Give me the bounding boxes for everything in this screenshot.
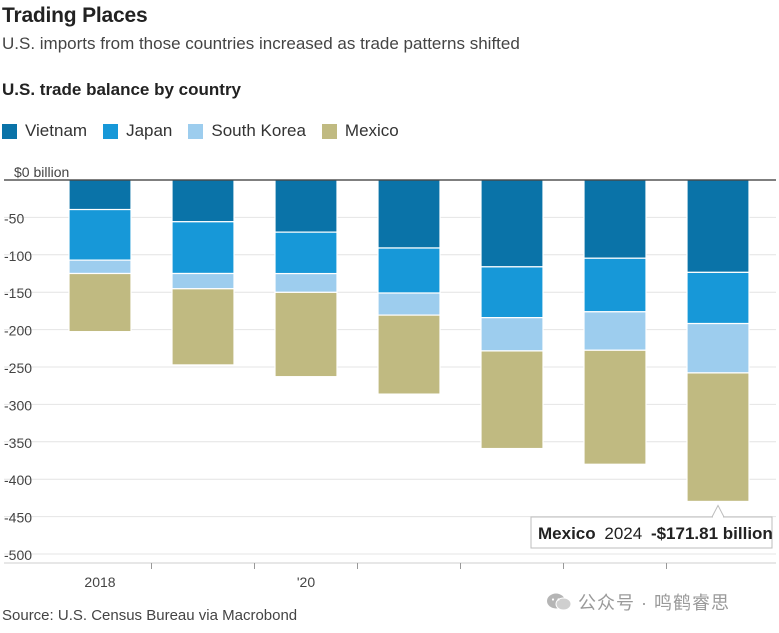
x-tick-label: '20 <box>297 574 315 590</box>
axes: $0 billion -50 -100 -150 -200 -250 -300 -350 -40… <box>4 164 776 590</box>
bar-vietnam-2023[interactable] <box>583 179 647 259</box>
bar-japan-2022[interactable] <box>480 266 544 319</box>
bar-south-korea-2020[interactable] <box>274 272 338 293</box>
legend-swatch-mexico <box>321 123 337 139</box>
bar-vietnam-2022[interactable] <box>480 179 544 268</box>
y-tick-label: -150 <box>4 285 32 301</box>
bar-south-korea-2023[interactable] <box>583 311 647 351</box>
bar-south-korea-2024[interactable] <box>686 322 750 374</box>
chart-heading: U.S. trade balance by country <box>2 80 242 99</box>
bar-mexico-2021[interactable] <box>377 314 441 395</box>
tooltip-pointer <box>711 504 725 518</box>
y-tick-label: -450 <box>4 510 32 526</box>
legend-label-mexico: Mexico <box>344 121 399 140</box>
legend-item-south-korea[interactable]: South Korea <box>188 121 306 141</box>
y-tick-label: -250 <box>4 360 32 376</box>
bar-vietnam-2019[interactable] <box>171 179 235 223</box>
legend-label-vietnam: Vietnam <box>25 121 88 140</box>
y-tick-label: -350 <box>4 435 32 451</box>
y-tick-label: -300 <box>4 397 32 413</box>
legend-swatch-vietnam <box>2 123 17 139</box>
bar-vietnam-2024[interactable] <box>686 179 750 273</box>
bar-mexico-2022[interactable] <box>480 350 544 450</box>
legend-item-mexico[interactable]: Mexico <box>321 121 399 141</box>
legend-label-japan: Japan <box>126 121 173 140</box>
bar-mexico-2018[interactable] <box>68 272 132 333</box>
tooltip-series: Mexico <box>538 524 596 543</box>
y-tick-label: -100 <box>4 248 32 264</box>
legend-swatch-japan <box>103 123 119 139</box>
bar-mexico-2019[interactable] <box>171 288 235 366</box>
bar-japan-2024[interactable] <box>686 271 750 325</box>
y-tick-label: $0 billion <box>14 164 69 180</box>
tooltip: Mexico 2024 -$171.81 billion <box>530 504 773 549</box>
y-tick-label: -200 <box>4 323 32 339</box>
watermark-text: 公众号 · 鸣鹤睿思 <box>578 593 730 613</box>
chart-subtitle: U.S. imports from those countries increa… <box>2 34 520 53</box>
legend-label-south-korea: South Korea <box>211 121 306 140</box>
wechat-icon <box>547 593 572 611</box>
legend: Vietnam Japan South Korea Mexico <box>2 121 415 141</box>
bar-japan-2023[interactable] <box>583 257 647 313</box>
legend-item-japan[interactable]: Japan <box>103 121 172 141</box>
bar-vietnam-2020[interactable] <box>274 179 338 233</box>
tooltip-year: 2024 <box>604 524 642 543</box>
tooltip-text: Mexico 2024 -$171.81 billion <box>538 524 773 543</box>
bar-japan-2019[interactable] <box>171 221 235 275</box>
watermark: 公众号 · 鸣鹤睿思 <box>546 589 730 615</box>
chart-title: Trading Places <box>2 4 148 27</box>
bar-south-korea-2018[interactable] <box>68 259 132 275</box>
y-tick-label: -500 <box>4 547 32 563</box>
legend-item-vietnam[interactable]: Vietnam <box>2 121 87 141</box>
bar-mexico-2024[interactable] <box>686 372 750 503</box>
bar-mexico-2023[interactable] <box>583 349 647 465</box>
bars <box>68 179 750 503</box>
x-tick-label: 2018 <box>84 574 115 590</box>
bar-mexico-2020[interactable] <box>274 291 338 378</box>
bar-south-korea-2021[interactable] <box>377 292 441 316</box>
bar-japan-2021[interactable] <box>377 247 441 294</box>
tooltip-value: -$171.81 billion <box>651 524 773 543</box>
bar-japan-2020[interactable] <box>274 231 338 275</box>
bar-south-korea-2019[interactable] <box>171 272 235 290</box>
source-note: Source: U.S. Census Bureau via Macrobond <box>2 607 298 624</box>
y-tick-label: -50 <box>4 210 24 226</box>
tooltip-box <box>530 516 773 549</box>
legend-swatch-south-korea <box>188 123 204 139</box>
bar-japan-2018[interactable] <box>68 208 132 261</box>
bar-south-korea-2022[interactable] <box>480 317 544 352</box>
bar-vietnam-2018[interactable] <box>68 179 132 211</box>
y-tick-label: -400 <box>4 472 32 488</box>
bar-vietnam-2021[interactable] <box>377 179 441 249</box>
